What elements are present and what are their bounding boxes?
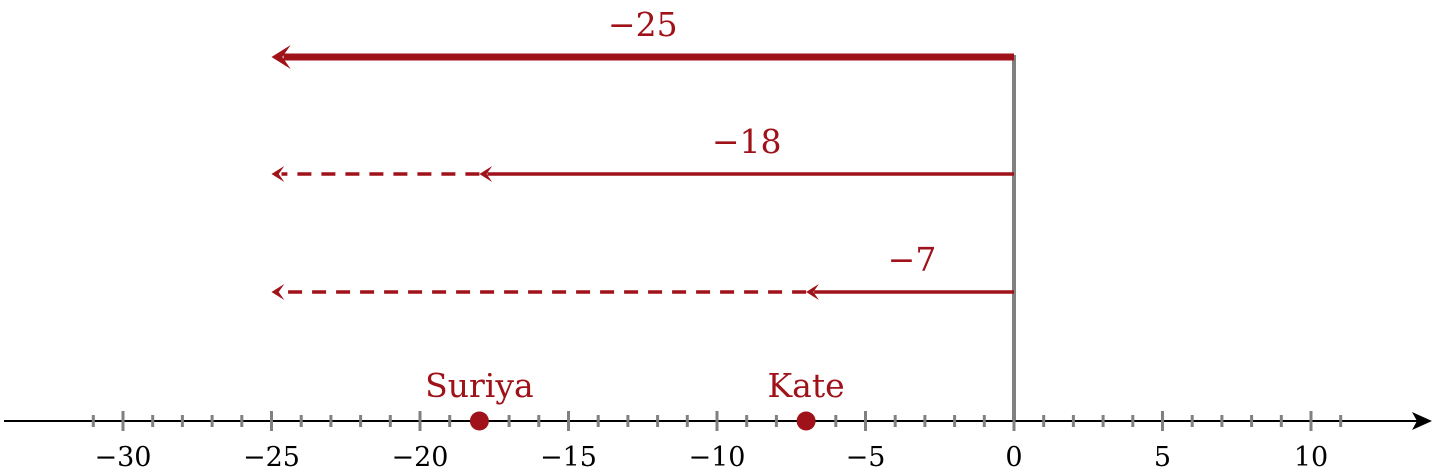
arrows-layer: −25 −18 −7 [271, 5, 1014, 300]
point-marker [469, 411, 489, 431]
tick-label: −30 [95, 442, 152, 473]
arrowhead [271, 45, 291, 69]
arrow-label: −25 [608, 5, 678, 44]
tick-label: −5 [846, 442, 886, 473]
arrowhead [806, 284, 819, 300]
tick-label: −20 [392, 442, 449, 473]
ticks-layer: −30 −25 −20 −15 −10 −5 0 5 10 [91, 411, 1343, 473]
dashed-arrowhead [271, 166, 285, 182]
tick-label: 0 [1005, 442, 1022, 473]
points-layer: Suriya Kate [425, 366, 845, 431]
tick-label: 10 [1294, 442, 1328, 473]
tick-label: 5 [1154, 442, 1171, 473]
arrow-label: −18 [712, 122, 782, 161]
axis-arrowhead [1412, 412, 1432, 430]
tick-label: −25 [243, 442, 300, 473]
arrowhead [479, 166, 493, 182]
tick-label: −10 [689, 442, 746, 473]
point-label: Kate [768, 366, 845, 405]
tick-label: −15 [540, 442, 597, 473]
dashed-arrowhead [271, 284, 285, 300]
point-marker [796, 411, 816, 431]
arrow-label: −7 [888, 240, 937, 279]
point-label: Suriya [425, 366, 534, 405]
axis-layer [4, 412, 1432, 430]
